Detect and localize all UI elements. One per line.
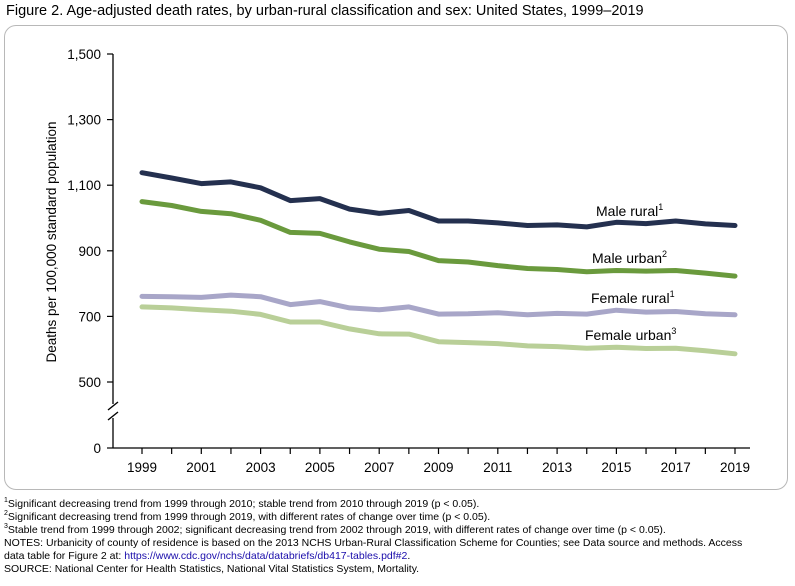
figure-title: Figure 2. Age-adjusted death rates, by u…	[6, 3, 644, 19]
y-tick-label: 500	[78, 375, 101, 390]
chart-notes: 1Significant decreasing trend from 1999 …	[4, 497, 789, 576]
x-tick-label: 2019	[720, 460, 750, 475]
x-tick-label: 2005	[305, 460, 335, 475]
chart-frame	[4, 25, 788, 490]
footnote-3: 3Stable trend from 1999 through 2002; si…	[4, 523, 666, 536]
data-table-link[interactable]: https://www.cdc.gov/nchs/data/databriefs…	[124, 550, 408, 562]
axis-break-mark	[107, 401, 119, 411]
y-axis-title: Deaths per 100,000 standard population	[44, 122, 59, 363]
y-tick-label: 900	[78, 244, 101, 259]
series-line-female-urban	[139, 304, 738, 357]
y-tick-label: 1,500	[67, 47, 101, 62]
x-tick-label: 2007	[364, 460, 394, 475]
source-text: SOURCE: National Center for Health Stati…	[4, 563, 420, 575]
chart-axes: 0 500 700 900 1,100 1,300 1,500 1999 2001 2003 200…	[44, 47, 750, 475]
y-tick-label: 700	[78, 309, 101, 324]
x-tick-label: 2017	[661, 460, 691, 475]
footnote-2: 2Significant decreasing trend from 1999 …	[4, 510, 491, 523]
y-tick-label: 0	[93, 441, 101, 456]
series-line-male-rural	[139, 170, 738, 230]
x-tick-label: 2011	[483, 460, 512, 475]
x-tick-label: 2013	[542, 460, 572, 475]
series-line-female-rural	[139, 292, 738, 318]
series-label-male-urban: Male urban2	[592, 249, 667, 266]
series-label-male-rural: Male rural1	[596, 202, 663, 219]
line-chart: 0 500 700 900 1,100 1,300 1,500 1999 2001 2003 200…	[44, 47, 750, 475]
y-tick-label: 1,300	[67, 113, 101, 128]
x-tick-label: 2003	[246, 460, 276, 475]
axis-break-mark	[107, 411, 119, 421]
notes-text: NOTES: Urbanicity of county of residence…	[4, 537, 743, 549]
x-tick-label: 2015	[601, 460, 631, 475]
chart-series	[139, 170, 738, 357]
x-tick-label: 2001	[186, 460, 216, 475]
series-label-female-rural: Female rural1	[591, 289, 675, 306]
series-labels: Male rural1 Male urban2 Female rural1 Femal…	[585, 202, 676, 343]
footnote-1: 1Significant decreasing trend from 1999 …	[4, 497, 480, 510]
x-tick-label: 2009	[423, 460, 453, 475]
notes-link-line: data table for Figure 2 at: https://www.…	[4, 550, 411, 562]
series-label-female-urban: Female urban3	[585, 326, 676, 343]
y-tick-label: 1,100	[67, 178, 101, 193]
x-tick-label: 1999	[127, 460, 157, 475]
series-line-male-urban	[139, 199, 738, 279]
